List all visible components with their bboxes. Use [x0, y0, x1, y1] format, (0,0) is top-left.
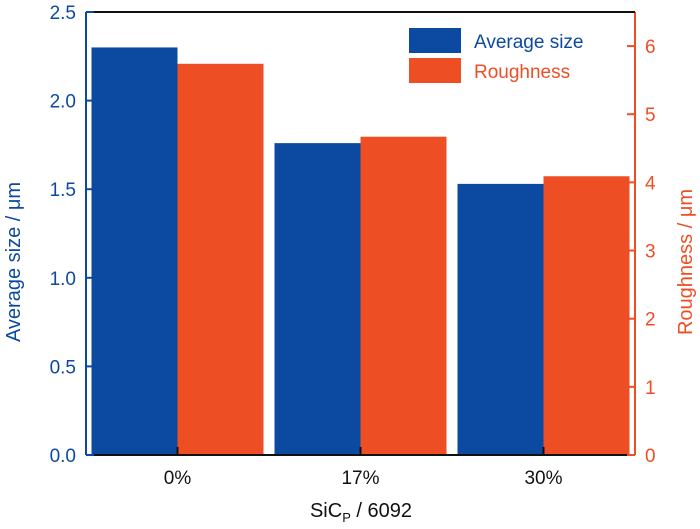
bar-average-size-0pct	[91, 47, 178, 455]
left-tick-label: 2.0	[50, 92, 76, 113]
left-tick-label: 2.5	[50, 3, 76, 24]
legend-label-average-size: Average size	[474, 32, 584, 53]
x-tick-label: 0%	[164, 468, 192, 489]
right-tick-label: 6	[645, 37, 656, 58]
x-tick-label: 17%	[341, 468, 379, 489]
right-tick-label: 4	[645, 173, 656, 194]
left-tick-label: 0.0	[50, 446, 76, 467]
left-tick-label: 1.5	[50, 180, 76, 201]
right-tick-label: 5	[645, 105, 656, 126]
ticks-layer: 0.0 0.5 1.0 1.5 2.0 2.5 0 1 2 3 4 5 6 0% 17% 30%	[50, 3, 656, 489]
bar-roughness-17pct	[360, 136, 447, 455]
bars-layer	[91, 47, 630, 456]
left-axis-label: Average size / μm	[3, 182, 25, 342]
right-tick-label: 3	[645, 242, 656, 263]
right-axis-label: Roughness / μm	[675, 189, 697, 335]
x-axis-label-main: SiC	[310, 500, 342, 522]
bar-roughness-30pct	[543, 176, 630, 455]
bar-average-size-30pct	[457, 183, 544, 455]
x-axis-label-sub: P	[342, 510, 351, 525]
right-tick-label: 0	[645, 446, 656, 467]
bar-average-size-17pct	[274, 143, 361, 456]
right-tick-label: 1	[645, 378, 656, 399]
legend-label-roughness: Roughness	[474, 62, 570, 83]
left-tick-label: 1.0	[50, 269, 76, 290]
legend-swatch-roughness	[409, 58, 461, 83]
right-tick-label: 2	[645, 310, 656, 331]
x-axis-label-rest: / 6092	[351, 500, 412, 522]
bar-roughness-0pct	[177, 63, 264, 455]
legend-swatch-average-size	[409, 28, 461, 53]
x-tick-label: 30%	[524, 468, 562, 489]
legend: Average size Roughness	[409, 28, 584, 83]
left-tick-label: 0.5	[50, 357, 76, 378]
x-axis-label: SiCP / 6092	[310, 500, 412, 525]
